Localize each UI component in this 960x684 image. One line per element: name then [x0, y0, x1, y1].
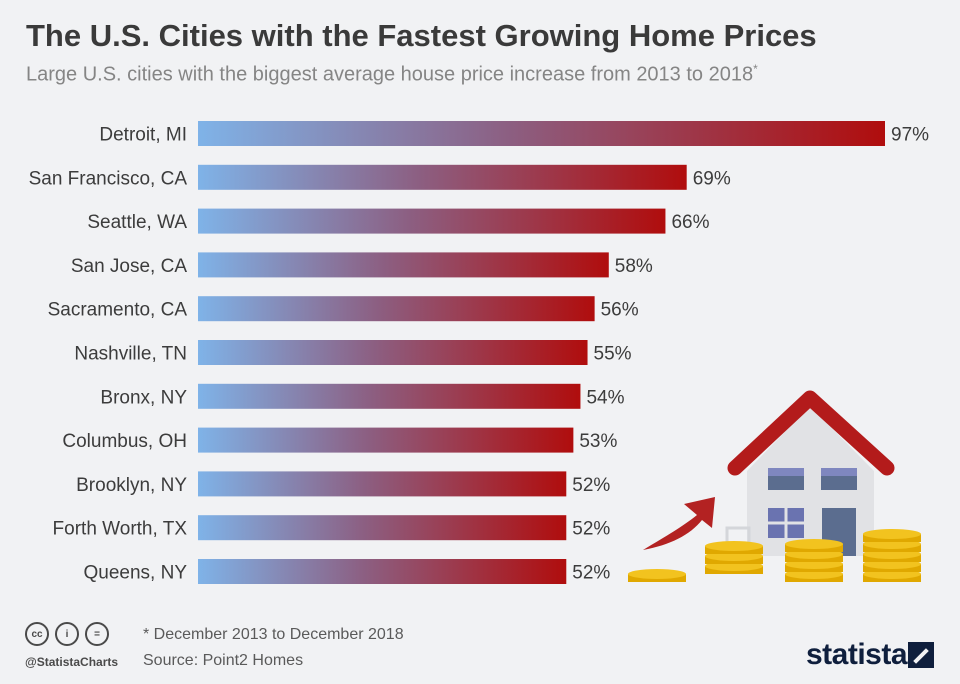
category-label: San Francisco, CA [29, 168, 188, 189]
chart-subtitle: Large U.S. cities with the biggest avera… [26, 62, 946, 87]
bar[interactable] [198, 252, 609, 278]
value-label: 56% [601, 300, 639, 321]
bar[interactable] [198, 340, 588, 365]
growth-arrow-icon [643, 497, 715, 550]
value-label: 52% [572, 563, 610, 584]
house-window-top-icon [821, 468, 857, 476]
value-label: 52% [572, 519, 610, 540]
social-handle[interactable]: @StatistaCharts [25, 655, 119, 669]
category-label: Nashville, TN [74, 344, 187, 365]
value-label: 53% [579, 431, 617, 452]
creative-commons-icon[interactable]: cc [25, 622, 49, 646]
bar[interactable] [198, 427, 574, 453]
house-window-top-icon [768, 468, 804, 476]
subtitle-text: Large U.S. cities with the biggest avera… [26, 63, 754, 86]
category-label: Queens, NY [84, 563, 188, 584]
category-label: Sacramento, CA [48, 300, 188, 321]
category-label: Detroit, MI [99, 125, 187, 146]
coin-icon [863, 529, 921, 539]
footnote: * December 2013 to December 2018 [143, 626, 404, 643]
value-label: 66% [671, 212, 709, 233]
bar[interactable] [198, 296, 595, 322]
value-label: 69% [693, 168, 731, 189]
category-label: Brooklyn, NY [76, 475, 187, 496]
coin-icon [785, 539, 843, 549]
category-label: Columbus, OH [62, 431, 187, 452]
category-label: San Jose, CA [71, 256, 187, 277]
category-label: Forth Worth, TX [53, 519, 188, 540]
chart-title: The U.S. Cities with the Fastest Growing… [26, 18, 817, 53]
value-label: 58% [615, 256, 653, 277]
coin-icon [628, 569, 686, 579]
statista-logo-icon[interactable] [908, 642, 934, 668]
category-label: Seattle, WA [87, 212, 187, 233]
value-label: 54% [586, 387, 624, 408]
statista-logo[interactable]: statista [806, 638, 908, 671]
coin-stacks-icon [628, 529, 921, 582]
bar[interactable] [198, 208, 666, 234]
license-icons: cc i = [25, 622, 109, 646]
attribution-icon[interactable]: i [55, 622, 79, 646]
coin-icon [705, 541, 763, 551]
category-label: Bronx, NY [100, 387, 187, 408]
bar[interactable] [198, 121, 885, 146]
source-note: Source: Point2 Homes [143, 652, 304, 669]
bar[interactable] [198, 164, 687, 190]
bar[interactable] [198, 383, 581, 409]
bar[interactable] [198, 515, 567, 541]
value-label: 97% [891, 125, 929, 146]
subtitle-footnote-marker: * [753, 62, 758, 76]
bar[interactable] [198, 471, 567, 497]
no-derivatives-icon[interactable]: = [85, 622, 109, 646]
house-illustration [725, 390, 895, 556]
house-roof-icon [727, 390, 895, 476]
bars-group: Detroit, MI 97% San Francisco, CA 69% Seattl… [29, 121, 929, 584]
value-label: 55% [594, 344, 632, 365]
value-label: 52% [572, 475, 610, 496]
bar[interactable] [198, 559, 567, 584]
